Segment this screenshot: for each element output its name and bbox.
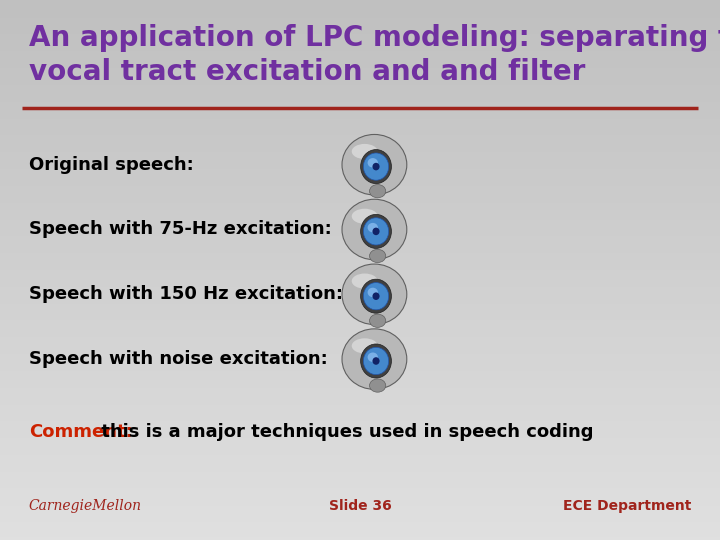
Ellipse shape: [372, 228, 379, 235]
Ellipse shape: [369, 379, 386, 392]
Text: this is a major techniques used in speech coding: this is a major techniques used in speec…: [95, 423, 593, 441]
Ellipse shape: [372, 163, 379, 170]
Ellipse shape: [369, 249, 386, 262]
Ellipse shape: [342, 134, 407, 195]
Ellipse shape: [368, 158, 378, 167]
Text: Slide 36: Slide 36: [328, 499, 392, 513]
Text: Comment:: Comment:: [29, 423, 132, 441]
Ellipse shape: [372, 292, 379, 300]
Ellipse shape: [342, 199, 407, 260]
Ellipse shape: [364, 347, 389, 375]
Ellipse shape: [361, 150, 392, 184]
Ellipse shape: [368, 353, 378, 362]
Ellipse shape: [364, 282, 389, 310]
Ellipse shape: [352, 273, 378, 288]
Ellipse shape: [372, 357, 379, 365]
Text: Speech with 75-Hz excitation:: Speech with 75-Hz excitation:: [29, 220, 331, 239]
Text: Speech with 150 Hz excitation:: Speech with 150 Hz excitation:: [29, 285, 343, 303]
Ellipse shape: [364, 218, 389, 245]
Ellipse shape: [361, 214, 392, 248]
Text: An application of LPC modeling: separating the
vocal tract excitation and and fi: An application of LPC modeling: separati…: [29, 24, 720, 86]
Ellipse shape: [361, 344, 392, 378]
Ellipse shape: [368, 223, 378, 232]
Text: ECE Department: ECE Department: [563, 499, 691, 513]
Text: CarnegieMellon: CarnegieMellon: [29, 499, 142, 513]
Text: Speech with noise excitation:: Speech with noise excitation:: [29, 350, 328, 368]
Ellipse shape: [361, 279, 392, 313]
Ellipse shape: [352, 144, 378, 159]
Ellipse shape: [342, 264, 407, 325]
Ellipse shape: [369, 185, 386, 198]
Ellipse shape: [352, 209, 378, 224]
Ellipse shape: [368, 288, 378, 297]
Text: Original speech:: Original speech:: [29, 156, 194, 174]
Ellipse shape: [352, 338, 378, 353]
Ellipse shape: [342, 329, 407, 389]
Ellipse shape: [369, 314, 386, 327]
Ellipse shape: [364, 153, 389, 180]
